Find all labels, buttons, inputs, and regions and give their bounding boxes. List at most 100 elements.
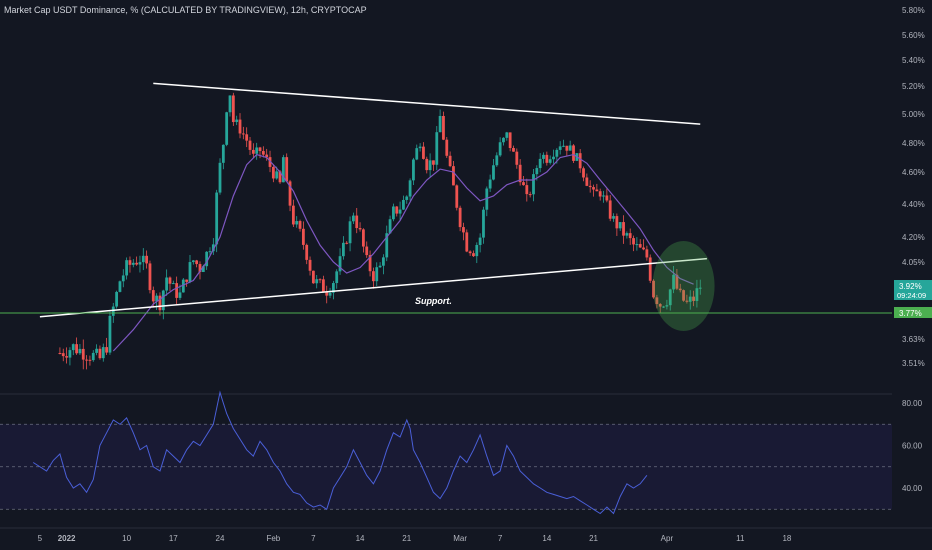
candle-body-12 <box>98 348 102 359</box>
moving-average <box>112 153 694 352</box>
time-tick-10: 7 <box>498 534 503 543</box>
price-tick-9: 4.05% <box>902 258 925 267</box>
candle-body-126 <box>478 237 482 245</box>
candle-body-185 <box>675 274 679 289</box>
price-tick-3: 5.20% <box>902 82 925 91</box>
candle-body-174 <box>638 244 642 248</box>
candle-body-43 <box>201 266 205 273</box>
candle-body-67 <box>281 157 285 183</box>
price-tick-1: 5.60% <box>902 31 925 40</box>
candle-body-61 <box>261 151 265 155</box>
candle-body-10 <box>91 352 95 361</box>
candle-body-140 <box>525 185 529 195</box>
candle-body-15 <box>108 315 112 353</box>
candle-body-161 <box>595 189 599 192</box>
candle-body-187 <box>682 290 685 301</box>
candle-body-123 <box>468 251 472 254</box>
candle-body-91 <box>362 229 365 247</box>
price-tick-7: 4.40% <box>902 200 925 209</box>
price-axis: 5.80% 5.60% 5.40% 5.20% 5.00% 4.80% 4.60% 4.40%… <box>902 6 925 493</box>
candle-body-115 <box>442 115 445 140</box>
candle-body-149 <box>555 149 559 157</box>
candle-body-192 <box>698 287 702 289</box>
candle-body-28 <box>151 290 155 302</box>
candle-body-168 <box>618 222 622 229</box>
candle-body-129 <box>488 179 492 189</box>
candle-body-69 <box>288 181 292 206</box>
candle-body-182 <box>665 305 669 307</box>
candle-body-4 <box>71 344 75 351</box>
candle-body-41 <box>195 260 199 265</box>
candle-body-166 <box>612 216 615 219</box>
candle-body-131 <box>495 155 499 166</box>
candle-body-6 <box>78 348 82 354</box>
candle-body-121 <box>462 227 465 233</box>
candle-body-119 <box>455 185 459 208</box>
candle-body-163 <box>602 195 605 197</box>
time-tick-9: Mar <box>453 534 467 543</box>
candle-body-148 <box>552 156 555 160</box>
candle-body-150 <box>558 146 562 150</box>
candle-body-87 <box>348 221 352 244</box>
candle-body-66 <box>278 171 282 183</box>
candle-body-62 <box>265 154 269 158</box>
candle-body-47 <box>215 192 219 245</box>
candle-body-68 <box>285 157 289 182</box>
price-tick-8: 4.20% <box>902 233 925 242</box>
candle-body-141 <box>528 194 532 196</box>
time-axis: 5 2022 10 17 24 Feb 7 14 21 Mar 7 14 21 Apr 11 18 <box>0 527 932 543</box>
candle-body-90 <box>358 228 362 230</box>
candle-body-76 <box>311 270 315 284</box>
candle-body-39 <box>188 262 192 282</box>
candle-body-184 <box>672 274 675 290</box>
candle-body-135 <box>508 132 512 148</box>
candle-body-17 <box>115 291 119 307</box>
time-tick-4: 24 <box>216 534 225 543</box>
candle-body-111 <box>428 160 432 171</box>
price-label-bg-0 <box>894 280 932 300</box>
rsi-band <box>0 393 892 510</box>
rsi-tick-0: 80.00 <box>902 399 923 408</box>
time-tick-14: 11 <box>736 534 745 543</box>
candle-body-160 <box>592 187 595 190</box>
candle-body-31 <box>161 290 165 311</box>
time-tick-2: 10 <box>122 534 131 543</box>
candle-body-0 <box>58 353 62 354</box>
candle-body-100 <box>392 206 395 220</box>
candle-body-105 <box>408 180 412 197</box>
price-tick-11: 3.51% <box>902 359 925 368</box>
rsi-tick-1: 60.00 <box>902 442 923 451</box>
candle-body-80 <box>325 292 329 296</box>
candle-body-2 <box>65 356 68 358</box>
candle-body-113 <box>435 132 439 165</box>
time-tick-7: 14 <box>356 534 365 543</box>
candle-body-58 <box>251 149 255 154</box>
candle-body-179 <box>655 297 659 304</box>
candle-body-11 <box>95 348 99 353</box>
candle-body-186 <box>678 288 682 291</box>
candle-body-14 <box>105 347 109 353</box>
candle-body-38 <box>185 279 189 282</box>
candle-body-147 <box>548 159 552 163</box>
candle-body-93 <box>368 255 372 272</box>
candle-body-50 <box>225 112 229 145</box>
candle-body-172 <box>632 238 635 245</box>
candle-body-117 <box>448 155 452 167</box>
candles <box>58 92 702 370</box>
candle-body-86 <box>345 242 349 244</box>
candle-body-57 <box>248 140 252 150</box>
candle-body-54 <box>238 119 242 134</box>
candle-body-81 <box>328 292 332 296</box>
candle-body-153 <box>568 145 572 151</box>
candle-body-44 <box>205 251 209 267</box>
chart-title: Market Cap USDT Dominance, % (CALCULATED… <box>4 5 367 15</box>
candle-body-52 <box>231 95 235 123</box>
time-tick-11: 14 <box>542 534 551 543</box>
candle-body-98 <box>385 233 389 258</box>
moving-average-line <box>112 153 694 352</box>
candle-body-191 <box>695 288 699 301</box>
candle-body-42 <box>198 264 202 273</box>
candle-body-33 <box>168 277 172 284</box>
candle-body-96 <box>378 265 382 268</box>
